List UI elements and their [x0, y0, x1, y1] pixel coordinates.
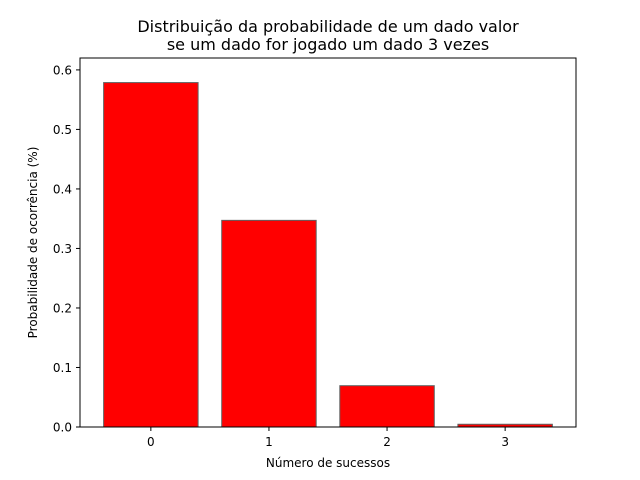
plot-area: 0 1 2 3 0.0 0.1 0.2 0.3 0.4 0.5 0.6	[53, 63, 553, 449]
x-axis-label: Número de sucessos	[266, 456, 390, 470]
y-tick-label-0.3: 0.3	[53, 242, 72, 256]
y-tick-label-0.1: 0.1	[53, 361, 72, 375]
chart-title-line-1: Distribuição da probabilidade de um dado…	[137, 17, 519, 36]
bar-1	[221, 219, 317, 428]
axes-frame	[79, 57, 577, 428]
y-tick-label-0.0: 0.0	[53, 421, 72, 435]
x-tick-label-1: 1	[265, 435, 273, 449]
x-tick-label-2: 2	[383, 435, 391, 449]
y-tick-label-0.4: 0.4	[53, 182, 72, 196]
y-axis-label: Probabilidade de ocorrência (%)	[26, 147, 40, 339]
y-tick-label-0.2: 0.2	[53, 301, 72, 315]
bar-0	[103, 82, 199, 428]
x-tick-label-3: 3	[501, 435, 509, 449]
bar-2	[339, 385, 435, 428]
y-tick-label-0.5: 0.5	[53, 123, 72, 137]
x-tick-label-0: 0	[147, 435, 155, 449]
y-tick-label-0.6: 0.6	[53, 63, 72, 77]
chart-title-line-2: se um dado for jogado um dado 3 vezes	[167, 35, 489, 54]
